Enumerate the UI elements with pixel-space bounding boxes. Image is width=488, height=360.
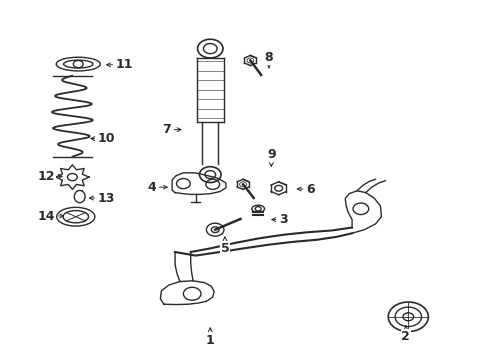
Text: 1: 1 [205, 328, 214, 347]
Text: 6: 6 [297, 183, 314, 195]
Text: 2: 2 [401, 326, 409, 343]
Text: 12: 12 [38, 170, 62, 183]
Text: 8: 8 [264, 51, 273, 68]
Text: 10: 10 [91, 132, 115, 145]
Text: 4: 4 [147, 181, 167, 194]
Text: 11: 11 [106, 58, 133, 71]
Text: 3: 3 [271, 213, 287, 226]
Text: 9: 9 [266, 148, 275, 166]
Text: 13: 13 [89, 192, 115, 204]
Text: 14: 14 [38, 210, 63, 222]
Text: 5: 5 [220, 237, 229, 255]
Text: 7: 7 [162, 123, 181, 136]
